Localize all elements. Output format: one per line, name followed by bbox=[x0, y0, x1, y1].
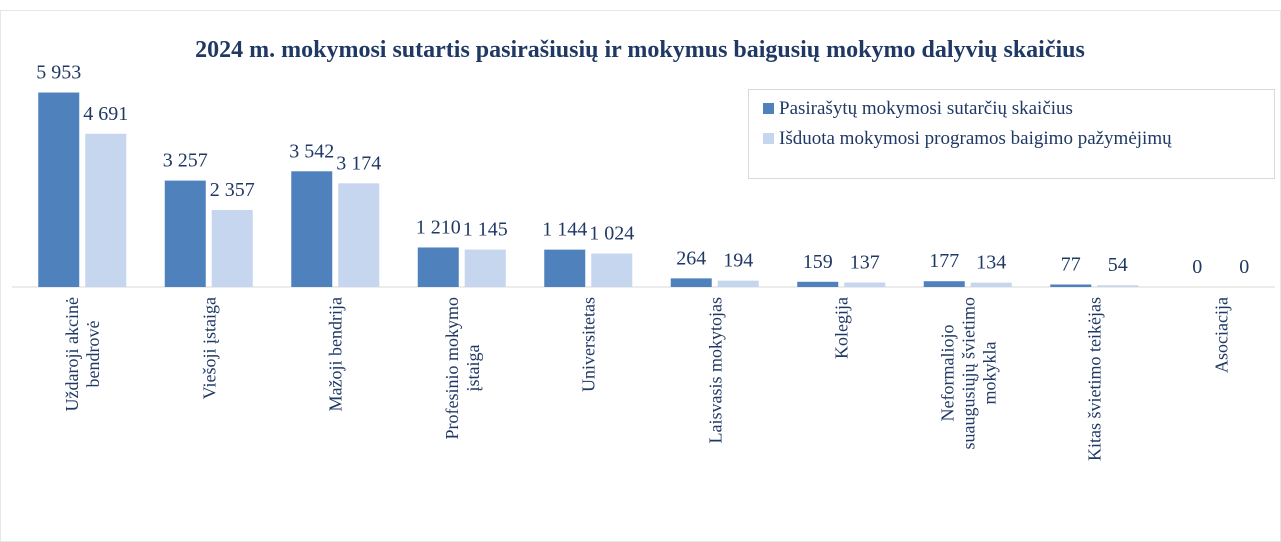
x-tick-label: Universitetas bbox=[578, 297, 599, 392]
value-label: 194 bbox=[723, 250, 753, 272]
x-tick-label: Laisvasis mokytojas bbox=[705, 297, 726, 444]
bar bbox=[923, 281, 965, 287]
legend-label: Išduota mokymosi programos baigimo pažym… bbox=[779, 128, 1172, 149]
bar bbox=[38, 92, 80, 287]
x-tick-label: Mažoji bendrija bbox=[325, 297, 346, 412]
value-label: 3 542 bbox=[289, 140, 334, 162]
x-tick-label: Viešoji įstaiga bbox=[199, 297, 220, 400]
bar bbox=[417, 247, 459, 287]
bar bbox=[844, 282, 886, 287]
bar bbox=[464, 249, 506, 287]
value-label: 5 953 bbox=[36, 62, 81, 84]
legend-item: Pasirašytų mokymosi sutarčių skaičius bbox=[763, 98, 1073, 120]
value-label: 134 bbox=[976, 252, 1006, 274]
bar bbox=[338, 183, 380, 287]
value-label: 1 024 bbox=[589, 223, 634, 245]
x-tick-label: Neformaliojo suaugusiųjų švietimo mokykl… bbox=[937, 297, 1000, 450]
value-label: 0 bbox=[1239, 256, 1249, 278]
value-label: 264 bbox=[676, 247, 706, 269]
legend-item: Išduota mokymosi programos baigimo pažym… bbox=[763, 128, 1172, 150]
legend-swatch bbox=[763, 133, 774, 144]
chart-title: 2024 m. mokymosi sutartis pasirašiusių i… bbox=[195, 37, 1085, 63]
x-tick-label: Kitas švietimo teikėjas bbox=[1084, 297, 1105, 461]
x-tick-label: Asociacija bbox=[1211, 297, 1232, 373]
bar bbox=[797, 281, 839, 287]
bar bbox=[670, 278, 712, 287]
value-label: 3 257 bbox=[163, 150, 208, 172]
value-label: 159 bbox=[803, 251, 833, 273]
value-label: 1 144 bbox=[542, 219, 587, 241]
value-label: 4 691 bbox=[83, 103, 128, 125]
bar bbox=[291, 171, 333, 287]
value-label: 177 bbox=[929, 250, 959, 272]
value-label: 1 210 bbox=[416, 216, 461, 238]
value-label: 77 bbox=[1061, 253, 1081, 275]
bar bbox=[164, 180, 206, 287]
bar bbox=[1050, 284, 1092, 287]
legend-label: Pasirašytų mokymosi sutarčių skaičius bbox=[779, 98, 1073, 119]
bar bbox=[591, 253, 633, 287]
value-label: 1 145 bbox=[463, 219, 508, 241]
legend-swatch bbox=[763, 103, 774, 114]
bar bbox=[1097, 285, 1139, 287]
value-label: 0 bbox=[1192, 256, 1202, 278]
value-label: 2 357 bbox=[210, 179, 255, 201]
value-label: 54 bbox=[1108, 254, 1128, 276]
x-tick-label: Uždaroji akcinė bendrovė bbox=[62, 297, 104, 412]
bar bbox=[544, 249, 586, 287]
bar bbox=[717, 280, 759, 287]
value-label: 3 174 bbox=[336, 152, 381, 174]
x-tick-label: Kolegija bbox=[831, 297, 852, 359]
bar bbox=[970, 282, 1012, 287]
x-tick-label: Profesinio mokymo įstaiga bbox=[441, 297, 483, 440]
bar bbox=[211, 210, 253, 287]
value-label: 137 bbox=[850, 252, 880, 274]
bar bbox=[85, 133, 127, 287]
legend: Pasirašytų mokymosi sutarčių skaičius Išd… bbox=[748, 89, 1275, 179]
